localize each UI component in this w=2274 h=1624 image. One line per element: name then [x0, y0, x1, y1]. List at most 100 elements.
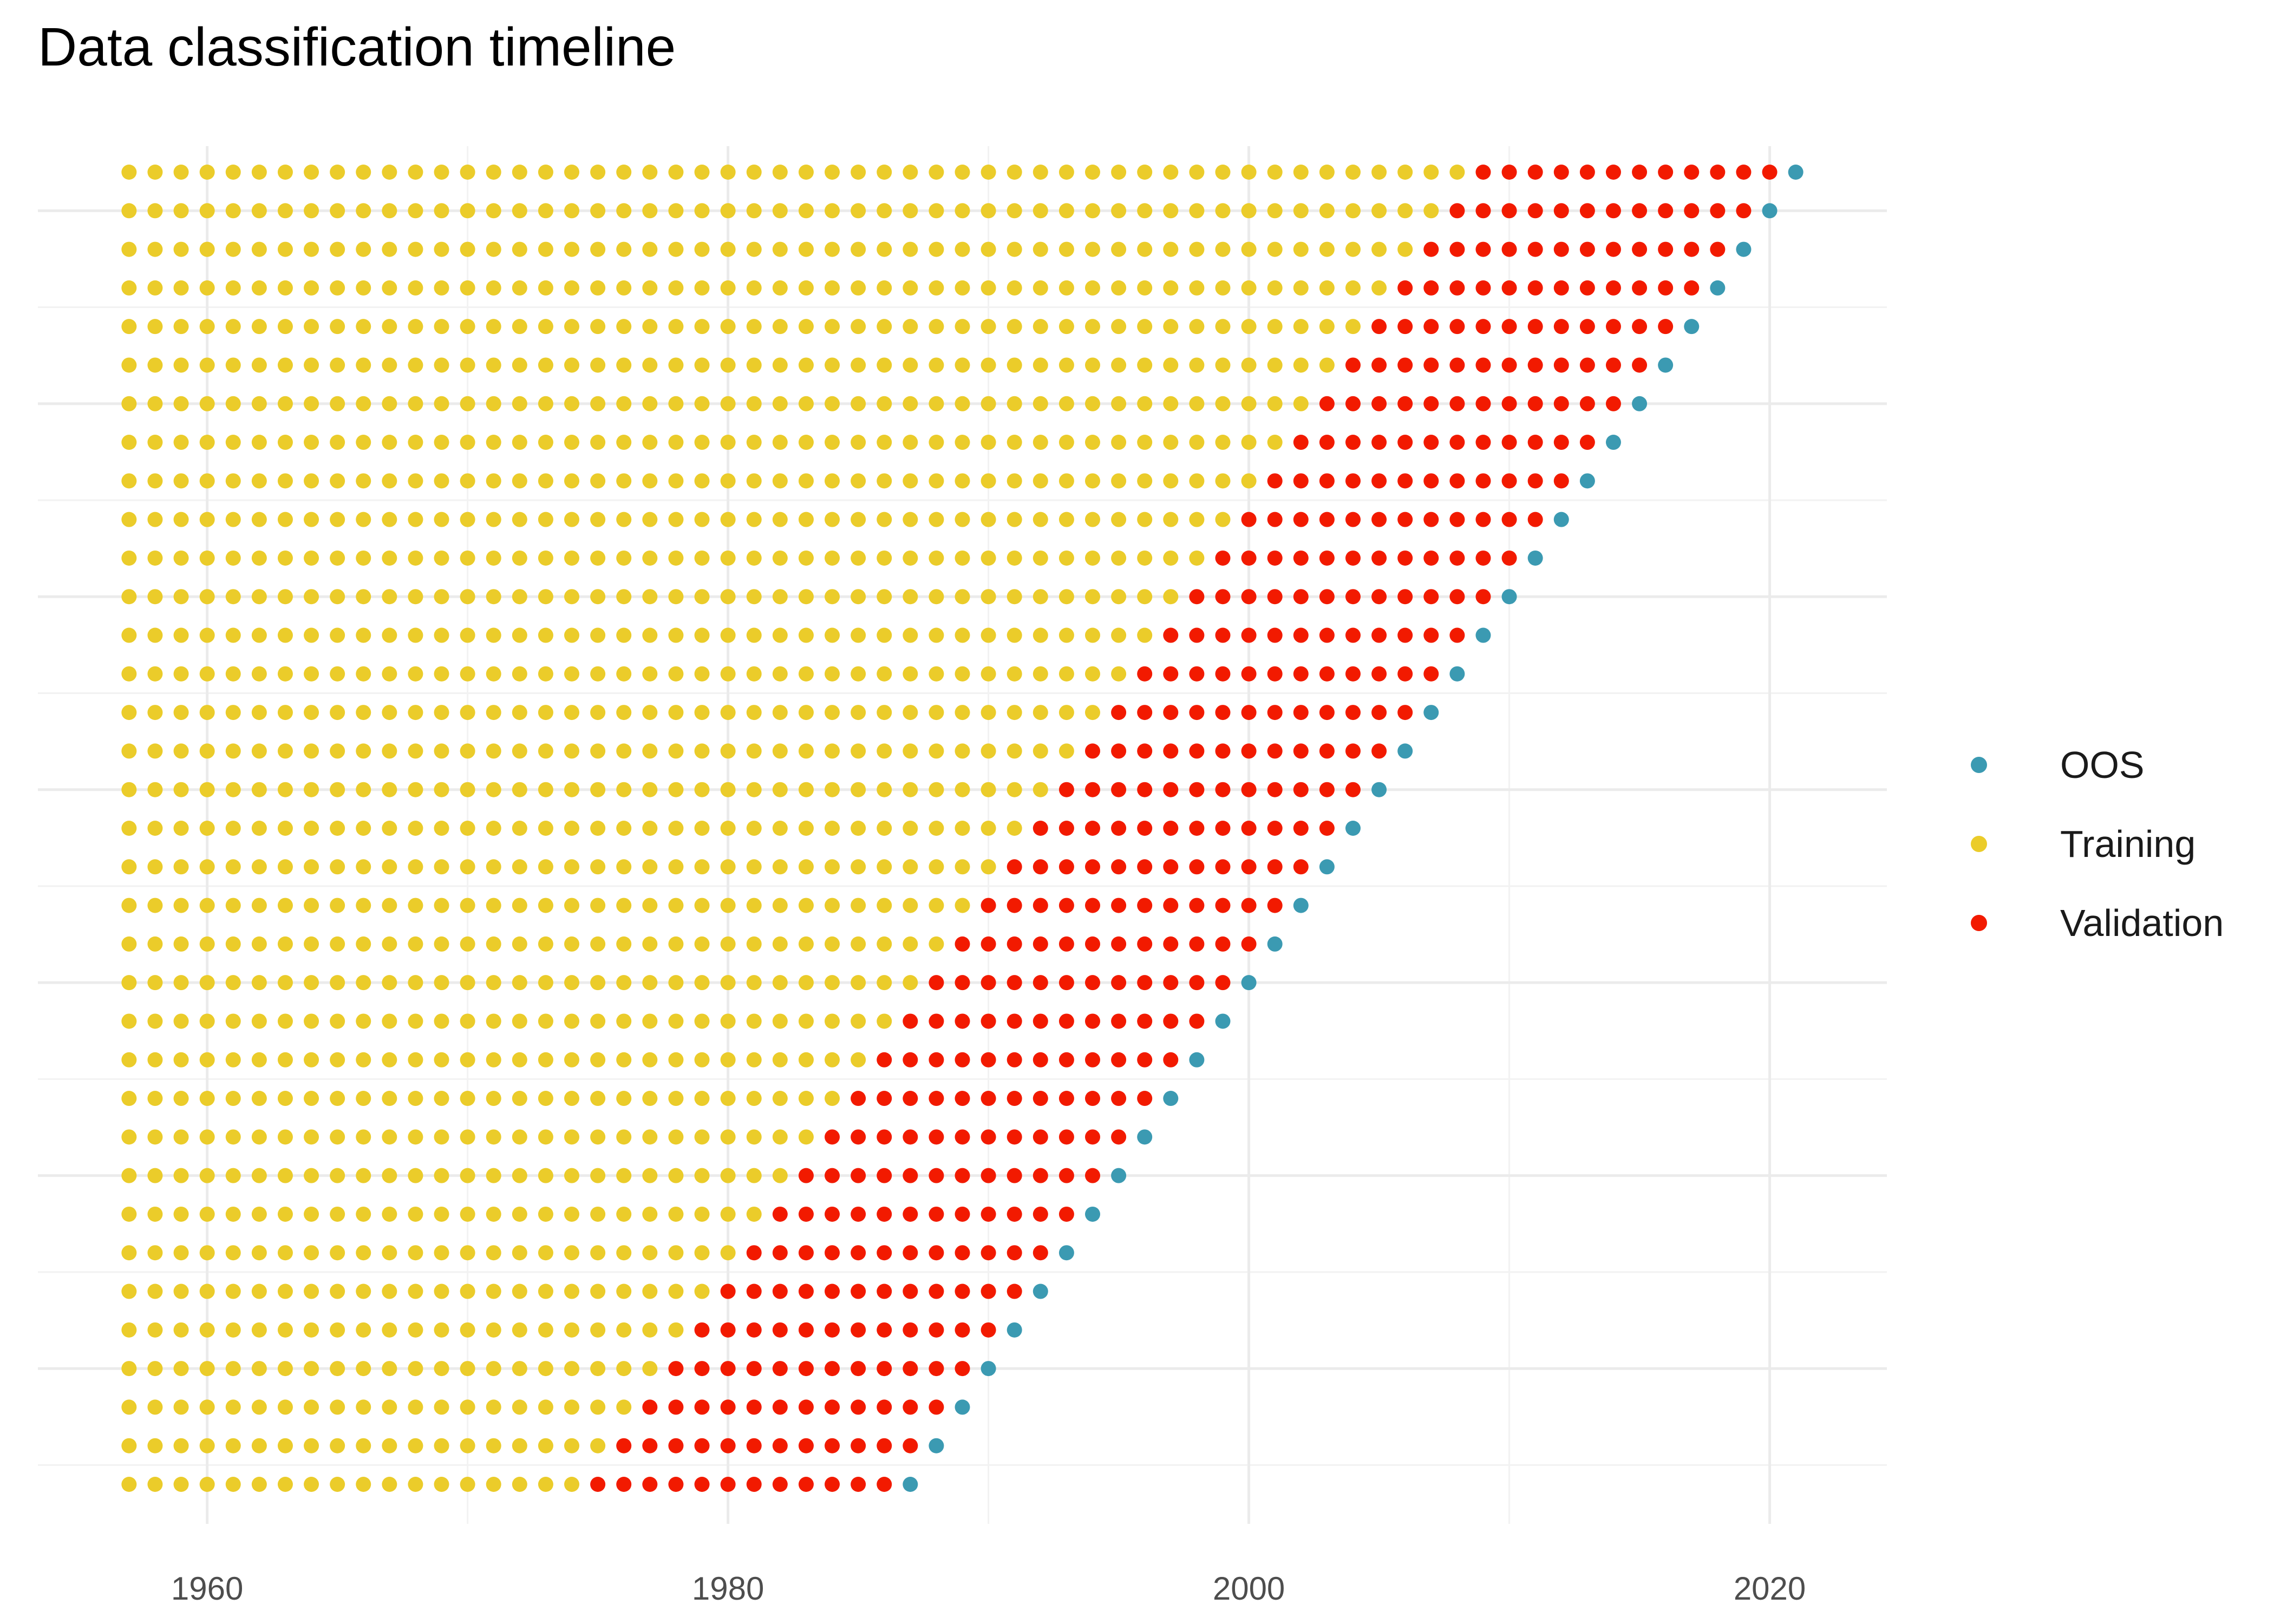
point-training — [173, 1206, 189, 1222]
point-training — [199, 936, 215, 952]
point-training — [1007, 705, 1022, 721]
point-validation — [825, 1438, 840, 1453]
point-validation — [929, 1284, 944, 1299]
point-training — [929, 782, 944, 797]
point-training — [408, 165, 423, 180]
point-training — [694, 435, 710, 450]
point-training — [1033, 782, 1048, 797]
point-training — [642, 1168, 658, 1183]
point-training — [277, 165, 293, 180]
point-validation — [1033, 1013, 1048, 1029]
point-training — [851, 936, 866, 952]
point-training — [1007, 357, 1022, 373]
point-training — [564, 1477, 580, 1492]
point-training — [1241, 473, 1257, 489]
point-training — [225, 1361, 241, 1377]
point-validation — [929, 1129, 944, 1145]
point-training — [1137, 165, 1153, 180]
point-training — [512, 936, 527, 952]
point-training — [668, 357, 684, 373]
point-training — [486, 1399, 501, 1415]
point-validation — [1710, 165, 1726, 180]
point-validation — [1293, 435, 1309, 450]
point-validation — [903, 1052, 918, 1068]
point-training — [434, 1206, 449, 1222]
point-training — [382, 1438, 397, 1453]
point-training — [304, 782, 319, 797]
point-training — [147, 975, 163, 991]
point-training — [1084, 550, 1100, 566]
point-validation — [1501, 473, 1517, 489]
point-training — [1033, 512, 1048, 527]
point-training — [616, 1091, 632, 1106]
point-training — [877, 203, 892, 219]
point-training — [1241, 165, 1257, 180]
point-training — [173, 512, 189, 527]
point-training — [1137, 357, 1153, 373]
point-training — [408, 589, 423, 605]
point-validation — [981, 1245, 996, 1261]
point-training — [486, 473, 501, 489]
point-training — [486, 898, 501, 913]
point-validation — [1449, 203, 1465, 219]
point-training — [981, 396, 996, 411]
point-training — [486, 396, 501, 411]
point-validation — [1007, 1091, 1022, 1106]
point-training — [173, 936, 189, 952]
point-training — [903, 203, 918, 219]
point-training — [955, 319, 970, 335]
point-training — [512, 743, 527, 759]
point-training — [851, 165, 866, 180]
point-validation — [1241, 898, 1257, 913]
point-training — [382, 396, 397, 411]
point-validation — [851, 1399, 866, 1415]
point-validation — [694, 1438, 710, 1453]
point-validation — [1163, 705, 1179, 721]
point-validation — [1449, 589, 1465, 605]
point-training — [564, 396, 580, 411]
point-training — [486, 705, 501, 721]
point-training — [434, 1322, 449, 1338]
point-validation — [877, 1322, 892, 1338]
point-training — [251, 241, 267, 257]
point-validation — [903, 1206, 918, 1222]
point-training — [382, 1052, 397, 1068]
point-training — [1163, 473, 1179, 489]
point-validation — [1033, 975, 1048, 991]
point-training — [590, 1091, 606, 1106]
point-validation — [1501, 435, 1517, 450]
point-training — [929, 743, 944, 759]
point-training — [408, 319, 423, 335]
point-training — [1084, 512, 1100, 527]
point-training — [851, 1052, 866, 1068]
point-training — [251, 898, 267, 913]
point-training — [564, 1052, 580, 1068]
point-training — [720, 357, 736, 373]
point-training — [1084, 319, 1100, 335]
point-training — [564, 821, 580, 836]
point-validation — [1058, 859, 1074, 875]
point-training — [746, 782, 762, 797]
point-validation — [1007, 1052, 1022, 1068]
point-validation — [903, 1399, 918, 1415]
point-validation — [1397, 319, 1413, 335]
point-training — [1111, 203, 1127, 219]
point-training — [877, 975, 892, 991]
point-validation — [877, 1284, 892, 1299]
point-validation — [1397, 512, 1413, 527]
point-training — [825, 821, 840, 836]
point-training — [1111, 435, 1127, 450]
point-training — [277, 1284, 293, 1299]
point-training — [1137, 512, 1153, 527]
point-training — [356, 589, 371, 605]
point-validation — [1553, 357, 1569, 373]
point-validation — [851, 1438, 866, 1453]
point-training — [173, 435, 189, 450]
point-validation — [1423, 357, 1439, 373]
point-validation — [981, 1091, 996, 1106]
point-training — [1033, 550, 1048, 566]
point-training — [121, 1322, 137, 1338]
point-training — [1058, 705, 1074, 721]
point-training — [173, 898, 189, 913]
point-validation — [746, 1245, 762, 1261]
